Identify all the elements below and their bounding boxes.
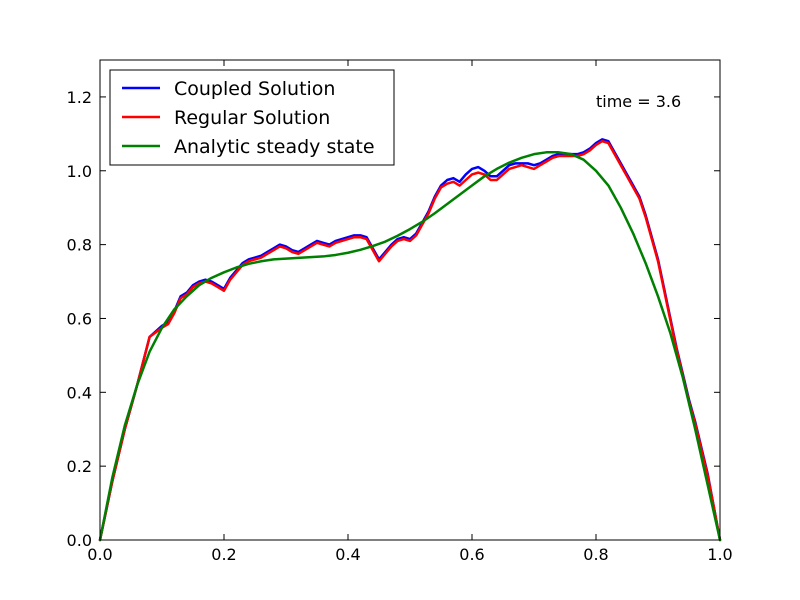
y-tick-label: 0.0	[67, 531, 92, 550]
y-tick-label: 0.4	[67, 383, 92, 402]
y-tick-label: 0.6	[67, 309, 92, 328]
x-tick-label: 1.0	[707, 545, 732, 564]
x-tick-label: 0.0	[87, 545, 112, 564]
legend-label: Coupled Solution	[174, 78, 335, 100]
legend: Coupled Solution Regular Solution Analytic…	[109, 69, 395, 166]
time-annotation: time = 3.6	[596, 92, 681, 111]
legend-items: Coupled Solution Regular Solution Analytic…	[122, 78, 375, 158]
y-tick-label: 1.2	[67, 88, 92, 107]
y-tick-label: 0.8	[67, 236, 92, 255]
legend-label: Regular Solution	[174, 107, 330, 129]
ticks-layer: 0.0 0.2 0.4 0.6 0.8 1.0 0.0 0.2 0.4 0.6 0.8 1.0 1.2	[67, 60, 733, 564]
x-tick-label: 0.4	[335, 545, 360, 564]
y-tick-label: 0.2	[67, 457, 92, 476]
legend-label: Analytic steady state	[174, 136, 375, 158]
series-line-2	[98, 151, 722, 542]
y-tick-label: 1.0	[67, 162, 92, 181]
series-layer	[98, 138, 722, 542]
x-tick-label: 0.6	[459, 545, 484, 564]
axes-frame	[99, 59, 721, 541]
x-tick-label: 0.2	[211, 545, 236, 564]
x-tick-label: 0.8	[583, 545, 608, 564]
